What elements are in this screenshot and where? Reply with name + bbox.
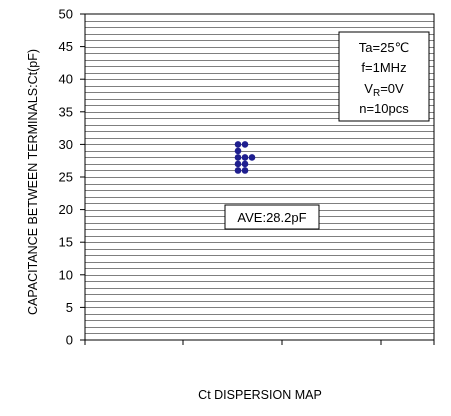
conditions-box: Ta=25℃ f=1MHz VR=0V n=10pcs <box>338 31 430 122</box>
x-axis-title: Ct DISPERSION MAP <box>198 388 322 402</box>
plot-frame <box>84 13 435 341</box>
voltage-suffix: =0V <box>380 81 404 96</box>
y-tick-label: 10 <box>59 267 73 282</box>
data-point <box>241 141 249 148</box>
data-point <box>234 160 242 168</box>
y-tick-label: 50 <box>59 7 73 22</box>
data-points <box>234 141 256 174</box>
y-tick-label: 5 <box>66 300 73 315</box>
voltage-prefix: V <box>364 81 373 96</box>
data-point <box>241 154 249 161</box>
average-label: AVE:28.2pF <box>237 210 306 225</box>
data-point <box>241 167 249 174</box>
y-tick-label: 25 <box>59 170 73 185</box>
data-point <box>248 154 256 161</box>
y-tick-label: 45 <box>59 39 73 54</box>
data-point <box>234 167 242 174</box>
average-annotation: AVE:28.2pF <box>224 204 320 230</box>
y-tick-label: 20 <box>59 202 73 217</box>
data-point <box>234 154 242 161</box>
data-point <box>234 147 242 155</box>
voltage-label: VR=0V <box>364 81 404 99</box>
y-tick-label: 15 <box>59 235 73 250</box>
data-point <box>234 141 242 148</box>
y-axis-ticks: 0 5 10 15 20 25 30 35 40 45 50 <box>59 7 85 348</box>
temperature-label: Ta=25℃ <box>359 40 409 55</box>
y-axis-title: CAPACITANCE BETWEEN TERMINALS:Ct(pF) <box>26 49 40 315</box>
y-tick-label: 0 <box>66 333 73 348</box>
data-point <box>241 160 249 168</box>
voltage-subscript: R <box>373 88 380 99</box>
y-tick-label: 35 <box>59 104 73 119</box>
y-tick-label: 30 <box>59 137 73 152</box>
frequency-label: f=1MHz <box>361 60 406 75</box>
count-label: n=10pcs <box>359 101 409 116</box>
y-tick-label: 40 <box>59 72 73 87</box>
x-axis-ticks <box>84 340 435 345</box>
